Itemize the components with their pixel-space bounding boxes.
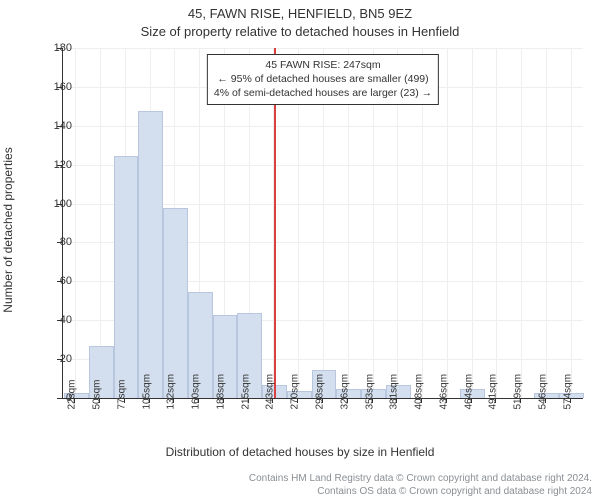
gridline-v — [546, 48, 547, 398]
annotation-line: 45 FAWN RISE: 247sqm — [214, 58, 432, 72]
y-tick-mark — [57, 126, 62, 127]
annotation-line: 4% of semi-detached houses are larger (2… — [214, 86, 432, 100]
y-tick-mark — [57, 281, 62, 282]
gridline-v — [496, 48, 497, 398]
y-tick-mark — [57, 165, 62, 166]
gridline-v — [521, 48, 522, 398]
y-tick-mark — [57, 359, 62, 360]
y-tick-mark — [57, 204, 62, 205]
histogram-bar — [163, 208, 188, 398]
title-subtitle: Size of property relative to detached ho… — [0, 24, 600, 39]
annotation-box: 45 FAWN RISE: 247sqm← 95% of detached ho… — [207, 54, 439, 105]
footer-line-2: Contains OS data © Crown copyright and d… — [0, 486, 592, 497]
gridline-v — [75, 48, 76, 398]
gridline-v — [571, 48, 572, 398]
y-tick-mark — [57, 242, 62, 243]
y-tick-label: 140 — [32, 120, 72, 132]
annotation-line: ← 95% of detached houses are smaller (49… — [214, 72, 432, 86]
y-tick-mark — [57, 320, 62, 321]
gridline-v — [472, 48, 473, 398]
y-tick-label: 80 — [32, 236, 72, 248]
y-tick-label: 100 — [32, 198, 72, 210]
histogram-bar — [138, 111, 163, 398]
y-tick-label: 120 — [32, 159, 72, 171]
footer-line-1: Contains HM Land Registry data © Crown c… — [0, 473, 592, 484]
y-tick-mark — [57, 48, 62, 49]
gridline-v — [447, 48, 448, 398]
y-tick-label: 160 — [32, 81, 72, 93]
title-address: 45, FAWN RISE, HENFIELD, BN5 9EZ — [0, 6, 600, 21]
y-tick-mark — [57, 398, 62, 399]
histogram-bar — [114, 156, 139, 398]
y-tick-mark — [57, 87, 62, 88]
y-tick-label: 40 — [32, 314, 72, 326]
y-axis-label: Number of detached properties — [1, 147, 15, 312]
x-axis-label: Distribution of detached houses by size … — [0, 445, 600, 459]
chart-container: 45, FAWN RISE, HENFIELD, BN5 9EZ Size of… — [0, 0, 600, 500]
y-tick-label: 180 — [32, 42, 72, 54]
plot-area: 45 FAWN RISE: 247sqm← 95% of detached ho… — [62, 48, 583, 399]
y-tick-label: 20 — [32, 353, 72, 365]
y-tick-label: 60 — [32, 275, 72, 287]
